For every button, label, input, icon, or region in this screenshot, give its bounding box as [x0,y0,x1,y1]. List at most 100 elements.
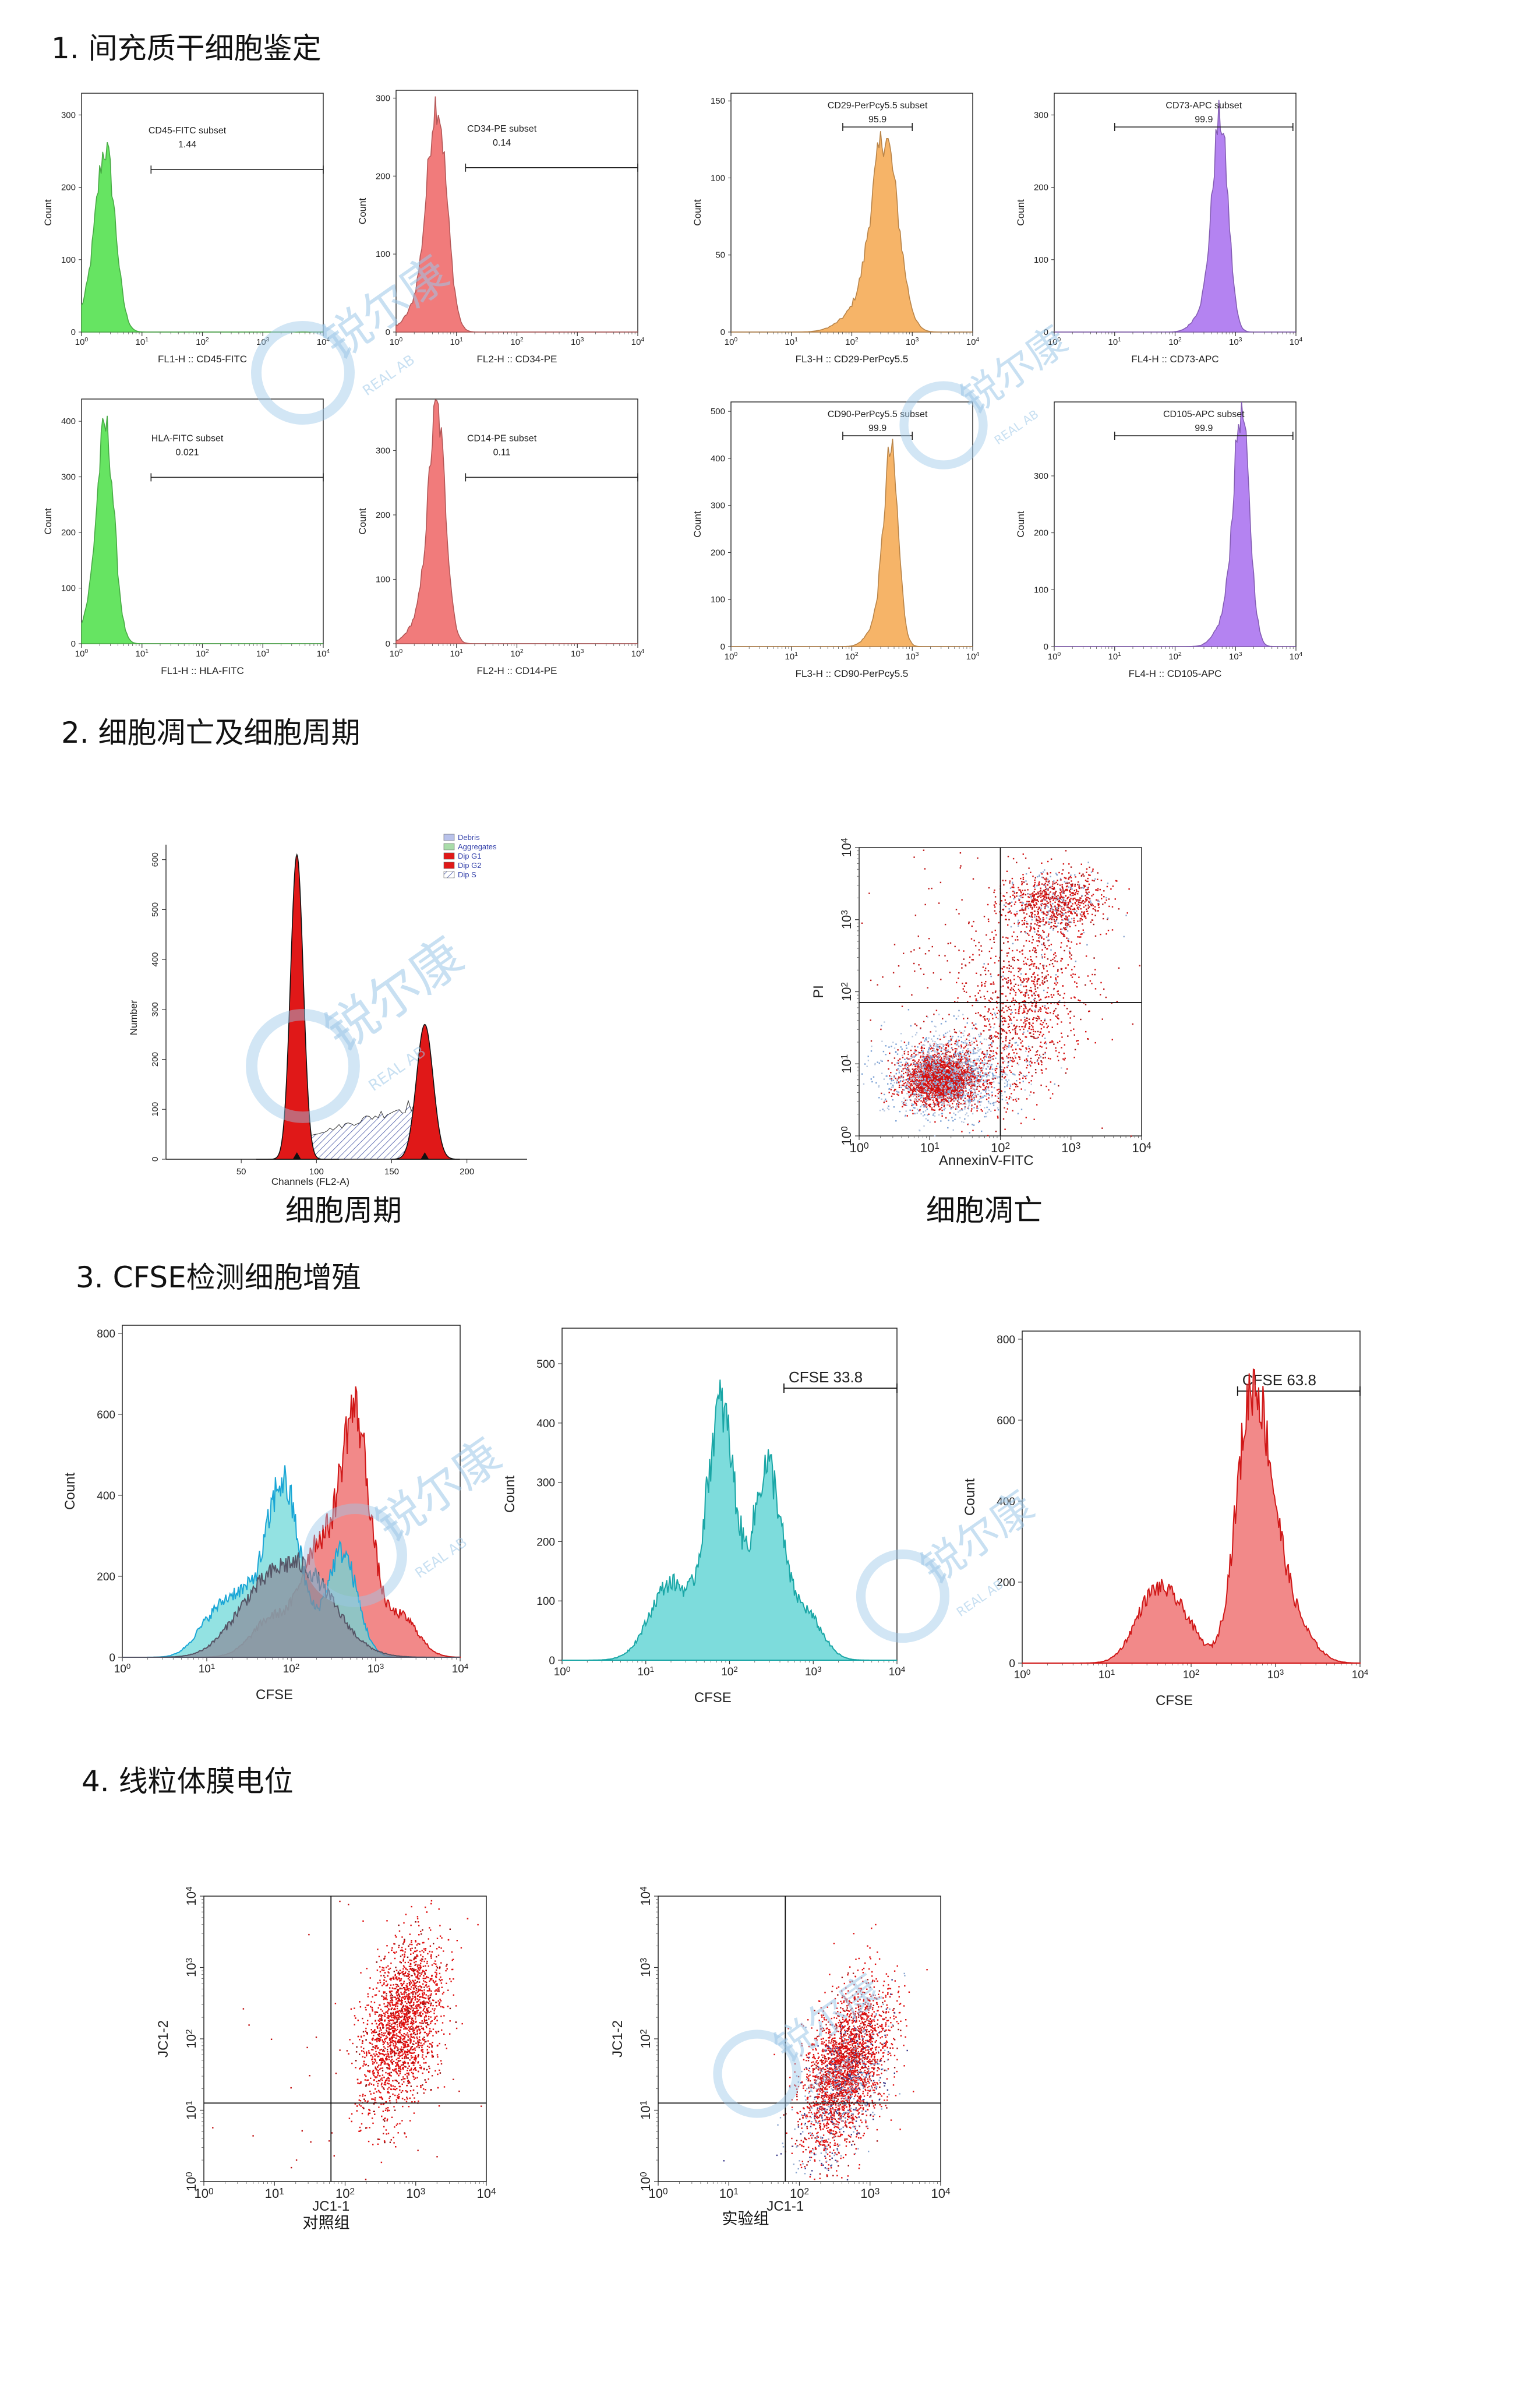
apoptosis-point [970,1073,972,1075]
apoptosis-point [898,1064,900,1067]
apoptosis-point [1007,982,1009,983]
apoptosis-point [974,1027,977,1029]
apoptosis-point [977,1093,979,1096]
apoptosis-point [933,1048,935,1050]
apoptosis-point [930,1092,933,1093]
apoptosis-point [961,1088,963,1090]
hla-ytick-label-0: 0 [71,639,76,649]
cc-legend-swatch-1 [443,843,455,850]
apoptosis-point [913,1082,914,1084]
apoptosis-point [931,1077,933,1079]
apoptosis-point [912,1090,914,1092]
apoptosis-point [947,1080,949,1082]
apoptosis-point [993,1075,995,1077]
apoptosis-point [959,1046,960,1047]
apoptosis-point [958,1054,960,1056]
apoptosis-point [930,1058,932,1060]
apoptosis-point [916,1075,918,1077]
apoptosis-point [935,1030,937,1032]
apoptosis-point [1019,1029,1021,1030]
apoptosis-point [948,1085,950,1086]
apoptosis-point [962,1093,963,1095]
apoptosis-point [913,1071,916,1072]
apoptosis-point [1044,976,1045,979]
apoptosis-point [965,1046,966,1048]
apoptosis-point [1001,1099,1004,1100]
apoptosis-point [888,1105,889,1107]
apoptosis-point [1067,964,1069,966]
apoptosis-point [934,1072,936,1074]
apoptosis-point [951,1098,953,1100]
apoptosis-point [937,1068,938,1071]
apoptosis-point [909,1087,912,1089]
apoptosis-point [946,1073,948,1075]
apoptosis-point [937,1095,939,1097]
apoptosis-point [1025,1023,1027,1025]
apoptosis-point [972,1100,974,1102]
apoptosis-point [928,1096,930,1098]
apoptosis-point [916,1083,918,1085]
apoptosis-point [1023,1000,1025,1002]
apoptosis-point [907,1068,909,1070]
apoptosis-point [908,1078,910,1080]
apoptosis-point [963,1018,965,1019]
apoptosis-point [938,1114,940,1116]
apoptosis-point [928,1072,930,1074]
apoptosis-point [890,1089,892,1090]
apoptosis-point [1016,1097,1018,1099]
apoptosis-point [949,1076,951,1078]
apoptosis-point [981,1075,983,1077]
apoptosis-point [945,1073,947,1075]
apoptosis-point [968,1098,970,1100]
apoptosis-point [971,1072,973,1074]
hla-ytick-label-200: 200 [61,528,76,538]
apoptosis-point [960,1089,962,1091]
cd45-ylabel: Count [43,199,54,226]
apoptosis-point [912,1074,914,1075]
hla-xticklabel-4: 104 [317,648,330,659]
apoptosis-point [898,1070,900,1072]
apoptosis-point [997,1082,999,1084]
apoptosis-point [983,1081,985,1083]
apoptosis-point [1004,1060,1005,1063]
cd73-xticklabel-1: 101 [1108,336,1121,347]
apoptosis-point [924,1084,927,1086]
cd90-xlabel: FL3-H :: CD90-PerPcy5.5 [796,668,909,679]
apoptosis-point [1005,1005,1007,1007]
apoptosis-point [940,1102,942,1103]
section-title-4: 4. 线粒体膜电位 [82,1764,294,1798]
apoptosis-point [938,1047,941,1049]
apoptosis-point [957,1083,959,1085]
apoptosis-point [950,1099,952,1101]
apoptosis-point [1032,1022,1034,1024]
apoptosis-point [937,1062,938,1064]
apoptosis-point [956,1082,958,1084]
apoptosis-point [901,1091,903,1093]
apoptosis-point [915,1085,917,1086]
apoptosis-point [1009,1085,1012,1087]
apoptosis-point [1009,993,1011,994]
apoptosis-point [1009,1096,1011,1098]
cd45-ytick-label-300: 300 [61,110,76,120]
apoptosis-point [914,1071,916,1073]
apoptosis-point [1069,952,1071,955]
apoptosis-point [964,1081,966,1083]
apoptosis-point [1039,1009,1040,1011]
cd105-peak [1054,401,1296,647]
apoptosis-point [1105,933,1107,935]
apoptosis-point [984,1107,986,1109]
apoptosis-point [973,1124,975,1126]
apoptosis-point [969,1078,971,1080]
apoptosis-point [1013,1074,1015,1075]
apoptosis-point [1085,955,1087,957]
apoptosis-point [1038,1057,1040,1059]
apoptosis-point [920,1089,922,1092]
apoptosis-point [961,1085,963,1087]
apoptosis-point [921,1083,923,1085]
apoptosis-point [1048,1031,1050,1033]
cd14-xticklabel-exp-0: 0 [399,648,402,655]
cd14-xlabel: FL2-H :: CD14-PE [477,665,557,676]
apoptosis-point [979,1063,981,1064]
apoptosis-point [900,1065,902,1067]
